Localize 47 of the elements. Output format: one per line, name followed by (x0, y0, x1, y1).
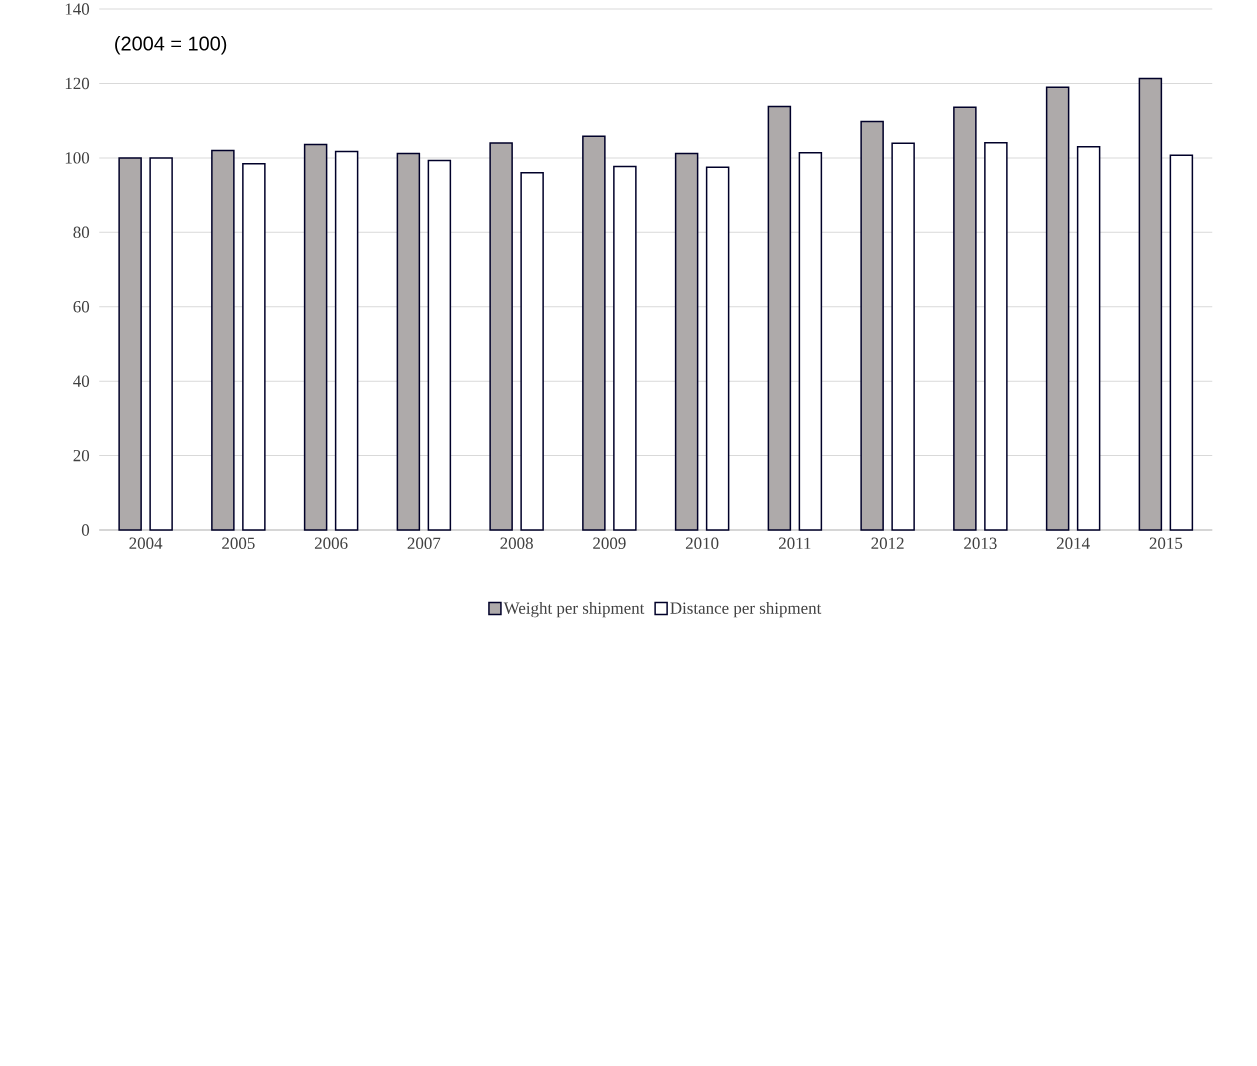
x-tick-label: 2008 (500, 537, 533, 550)
bar (211, 149, 235, 531)
x-tick-label: 2004 (129, 537, 163, 550)
bar (303, 143, 328, 531)
y-tick-label: 80 (73, 226, 90, 239)
bar (705, 166, 730, 531)
bar (242, 163, 266, 531)
y-tick-label: 120 (65, 77, 90, 90)
x-tick-label: 2010 (685, 537, 719, 550)
y-tick-label: 100 (65, 152, 90, 164)
bar (798, 151, 823, 531)
bar (118, 157, 142, 531)
bar (984, 141, 1008, 531)
bar (953, 106, 977, 531)
bar (1045, 86, 1070, 531)
x-tick-label: 2011 (779, 537, 811, 550)
x-tick-label: 2013 (964, 537, 997, 550)
y-tick-label: 40 (73, 375, 90, 387)
bar (767, 105, 792, 531)
y-tick-label: 0 (81, 524, 90, 536)
y-tick-label: 140 (65, 3, 90, 15)
x-tick-label: 2009 (593, 537, 626, 550)
y-tick-label: 60 (73, 301, 90, 313)
bar (520, 172, 544, 531)
bar (489, 142, 513, 531)
bar (891, 142, 915, 531)
annotation: (2004 = 100) (115, 36, 227, 55)
y-tick-label: 20 (73, 449, 90, 462)
bar (427, 159, 452, 531)
bar (396, 152, 421, 531)
bar (674, 152, 699, 531)
bar (582, 135, 606, 531)
bar (1169, 154, 1194, 531)
x-tick-label: 2014 (1056, 537, 1090, 550)
x-tick-label: 2012 (871, 537, 904, 550)
x-tick-label: 2005 (222, 537, 255, 550)
bar (334, 150, 359, 531)
bar (1076, 146, 1101, 531)
bar (149, 157, 173, 531)
x-tick-label: 2015 (1149, 537, 1183, 550)
x-tick-label: 2007 (407, 537, 441, 550)
bar (860, 120, 884, 531)
bar (1138, 77, 1163, 531)
bar (613, 165, 637, 531)
x-tick-label: 2006 (314, 537, 348, 550)
legend-label: Distance per shipment (670, 601, 822, 618)
legend-label: Weight per shipment (503, 601, 645, 618)
